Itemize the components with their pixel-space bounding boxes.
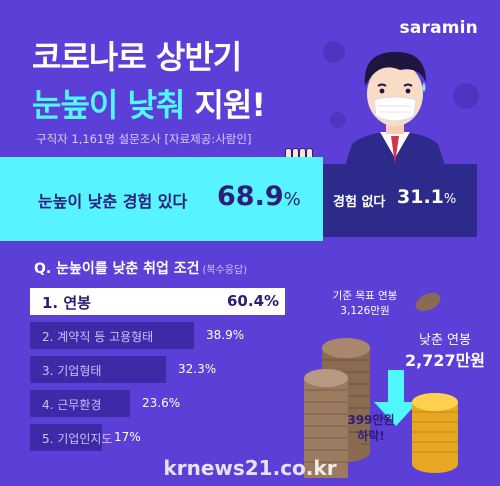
prev-salary-value: 3,126만원 (340, 305, 390, 317)
condition-row: 1. 연봉 60.4% (30, 288, 285, 315)
condition-row: 2. 계약직 등 고용형태 38.9% (30, 322, 285, 349)
question-heading: Q. 눈높이를 낮춘 취업 조건 (복수응답) (34, 258, 247, 278)
not-lowered-number: 31.1 (397, 186, 444, 208)
masked-man-illustration (345, 51, 445, 166)
title-line1: 코로나로 상반기 (32, 38, 242, 76)
now-salary-value: 2,727만원 (404, 351, 486, 370)
condition-row: 4. 근무환경 23.6% (30, 390, 285, 417)
drop-text: 하락! (357, 429, 385, 443)
now-salary-annotation: 낮춘 연봉 2,727만원 (390, 332, 500, 372)
lowered-panel: 눈높이 낮춘 경험 있다 68.9% (0, 157, 323, 241)
lowered-value: 68.9% (217, 181, 301, 212)
condition-label: 5. 기업인지도 (42, 432, 113, 446)
condition-value: 23.6% (142, 396, 181, 410)
prev-salary-annotation: 기준 목표 연봉 3,126만원 (306, 289, 424, 319)
salary-illustration: 기준 목표 연봉 3,126만원 낮춘 연봉 2,727만원 399만원 하락! (300, 280, 500, 486)
condition-row: 5. 기업인지도 17% (30, 424, 285, 451)
condition-bar (30, 424, 102, 451)
condition-bar (30, 322, 194, 349)
condition-label: 1. 연봉 (42, 294, 91, 312)
not-lowered-value: 31.1% (397, 186, 456, 208)
summary-row: 눈높이 낮춘 경험 있다 68.9% 경험 없다 31.1% (0, 148, 500, 245)
condition-value: 17% (114, 430, 141, 444)
condition-value: 32.3% (178, 362, 217, 376)
condition-bar (30, 356, 166, 383)
title-rest: 지원! (194, 86, 265, 124)
condition-row: 3. 기업형태 32.3% (30, 356, 285, 383)
condition-label: 4. 근무환경 (42, 398, 102, 412)
watermark: krnews21.co.kr (163, 456, 337, 480)
prev-salary-label: 기준 목표 연봉 (332, 290, 398, 302)
condition-value: 38.9% (206, 328, 245, 342)
condition-label: 2. 계약직 등 고용형태 (42, 330, 154, 344)
salary-drop-label: 399만원 하락! (338, 412, 404, 444)
lowered-number: 68.9 (217, 181, 284, 212)
drop-value: 399만원 (347, 413, 395, 427)
lowered-unit: % (283, 189, 301, 210)
condition-label: 3. 기업형태 (42, 364, 102, 378)
saramin-logo: saramin (399, 18, 478, 38)
question-note: (복수응답) (202, 265, 248, 276)
not-lowered-label: 경험 없다 (333, 195, 386, 210)
condition-bar (30, 288, 285, 315)
question-text: Q. 눈높이를 낮춘 취업 조건 (34, 261, 200, 277)
survey-note: 구직자 1,161명 설문조사 [자료제공:사람인] (36, 132, 252, 146)
condition-bar (30, 390, 130, 417)
title-line2: 눈높이 낮춰 지원! (32, 80, 266, 126)
coin-stacks-graphic (304, 292, 458, 478)
title-highlight: 눈높이 낮춰 (32, 86, 185, 124)
lowered-label: 눈높이 낮춘 경험 있다 (38, 192, 188, 211)
not-lowered-panel: 경험 없다 31.1% (323, 164, 477, 237)
not-lowered-unit: % (443, 192, 457, 207)
now-salary-label: 낮춘 연봉 (419, 333, 471, 348)
condition-value: 60.4% (227, 292, 280, 310)
